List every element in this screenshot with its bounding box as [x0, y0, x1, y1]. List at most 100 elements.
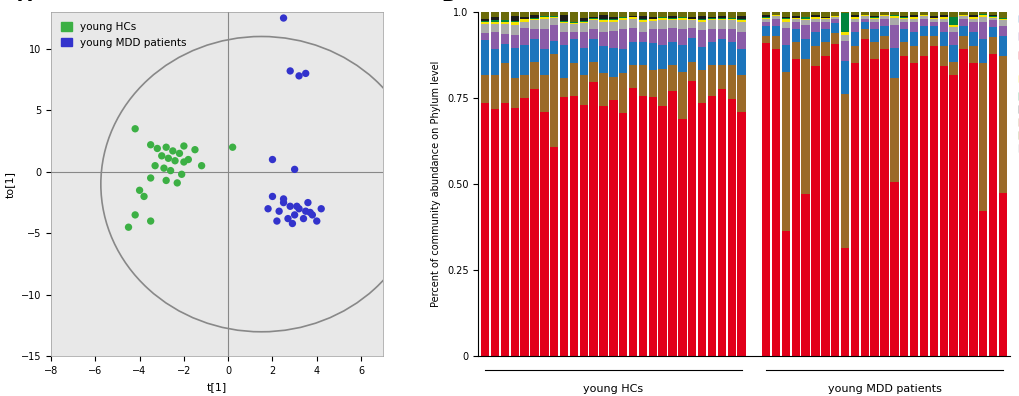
Bar	[500, 20, 508, 22]
Bar	[860, 16, 868, 19]
Bar	[928, 19, 937, 22]
Bar	[500, 63, 508, 103]
Bar	[638, 65, 646, 95]
Bar	[909, 22, 917, 32]
Bar	[619, 17, 627, 18]
Text: young MDD patients: young MDD patients	[826, 384, 941, 394]
Bar	[791, 16, 799, 17]
Bar	[987, 27, 997, 37]
Bar	[589, 62, 597, 82]
Bar	[511, 25, 519, 35]
Bar	[850, 63, 858, 356]
Bar	[688, 20, 696, 29]
Bar	[638, 12, 646, 16]
Bar	[648, 17, 656, 19]
Bar	[511, 21, 519, 22]
Bar	[599, 15, 607, 19]
Bar	[717, 20, 726, 29]
Bar	[987, 12, 997, 15]
Bar	[810, 17, 819, 19]
Bar	[599, 22, 607, 32]
Y-axis label: Percent of community abundance on Phylum level: Percent of community abundance on Phylum…	[431, 61, 441, 307]
Bar	[707, 17, 715, 18]
Bar	[500, 23, 508, 34]
Bar	[771, 15, 780, 16]
Bar	[987, 17, 997, 18]
Bar	[658, 20, 666, 29]
Bar	[958, 36, 967, 50]
Point	[275, 196, 291, 202]
Bar	[570, 23, 578, 24]
Point	[160, 155, 176, 162]
Bar	[737, 112, 745, 356]
Bar	[619, 12, 627, 17]
Point	[154, 153, 170, 159]
Bar	[688, 38, 696, 61]
Bar	[810, 12, 819, 15]
Bar	[791, 29, 799, 42]
Bar	[968, 63, 976, 356]
Bar	[890, 19, 898, 25]
Bar	[511, 22, 519, 25]
Bar	[619, 73, 627, 113]
Text: B: B	[440, 0, 454, 5]
Bar	[968, 17, 976, 19]
Bar	[737, 15, 745, 19]
Bar	[860, 15, 868, 16]
Bar	[599, 32, 607, 46]
Bar	[638, 20, 646, 22]
Bar	[549, 18, 557, 25]
Bar	[619, 113, 627, 356]
Bar	[998, 193, 1006, 356]
Bar	[850, 22, 858, 32]
Bar	[899, 17, 908, 18]
Bar	[638, 16, 646, 19]
Bar	[919, 15, 927, 16]
Bar	[791, 12, 799, 16]
Bar	[938, 15, 947, 17]
Bar	[481, 23, 489, 24]
Point	[304, 212, 320, 218]
Bar	[579, 22, 587, 23]
Bar	[820, 12, 828, 17]
Bar	[520, 45, 528, 75]
Bar	[608, 17, 616, 19]
Bar	[599, 46, 607, 73]
Bar	[530, 17, 538, 19]
Bar	[481, 24, 489, 33]
Bar	[559, 23, 568, 32]
Bar	[667, 20, 676, 29]
Bar	[890, 25, 898, 48]
Bar	[570, 22, 578, 23]
Bar	[579, 18, 587, 21]
Bar	[958, 25, 967, 36]
Bar	[781, 19, 790, 22]
Bar	[869, 15, 878, 17]
Point	[298, 70, 314, 76]
Bar	[678, 12, 686, 17]
Bar	[481, 103, 489, 356]
Bar	[727, 20, 735, 29]
Point	[264, 156, 280, 163]
Bar	[511, 16, 519, 21]
Bar	[830, 23, 839, 33]
Bar	[830, 44, 839, 356]
Point	[296, 215, 312, 222]
Bar	[667, 18, 676, 19]
X-axis label: t[1]: t[1]	[207, 382, 227, 392]
Bar	[658, 12, 666, 17]
Bar	[899, 22, 908, 29]
Bar	[909, 15, 917, 17]
Bar	[830, 12, 839, 16]
Bar	[697, 16, 705, 19]
Bar	[928, 46, 937, 356]
Bar	[570, 32, 578, 39]
Bar	[648, 43, 656, 70]
Bar	[978, 12, 986, 14]
Bar	[919, 12, 927, 15]
Bar	[599, 12, 607, 15]
Bar	[481, 40, 489, 75]
Bar	[771, 16, 780, 19]
Bar	[890, 17, 898, 19]
Bar	[490, 22, 498, 24]
